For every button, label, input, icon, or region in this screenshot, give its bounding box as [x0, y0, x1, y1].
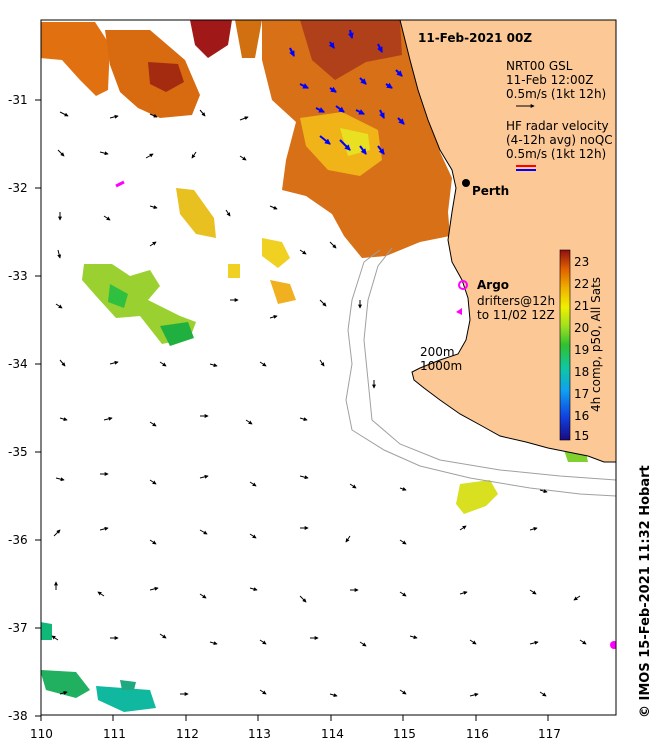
y-tick-label: -35: [8, 445, 28, 459]
map-title: 11-Feb-2021 00Z: [418, 31, 532, 45]
svg-text:18: 18: [574, 365, 589, 379]
x-tick-label: 113: [248, 727, 271, 741]
x-axis: [40, 715, 549, 721]
isobath-label-200m: 200m: [420, 345, 455, 359]
y-tick-label: -33: [8, 269, 28, 283]
argo-legend-label: Argo: [477, 278, 509, 292]
y-tick-label: -32: [8, 181, 28, 195]
hf-legend-line3: 0.5m/s (1kt 12h): [506, 147, 606, 161]
colorbar-ticks: 23 22 21 20 19 18 17 16 15: [574, 255, 589, 443]
y-tick-label: -31: [8, 93, 28, 107]
x-tick-label: 114: [321, 727, 344, 741]
argo-legend-line1: drifters@12h: [477, 294, 555, 308]
y-tick-label: -36: [8, 533, 28, 547]
argo-float-marker: [610, 641, 616, 649]
y-axis: [35, 99, 41, 717]
drifter-legend-icon: [456, 308, 462, 315]
svg-text:17: 17: [574, 387, 589, 401]
svg-text:19: 19: [574, 343, 589, 357]
svg-text:15: 15: [574, 429, 589, 443]
svg-text:23: 23: [574, 255, 589, 269]
isobath-label-1000m: 1000m: [420, 359, 462, 373]
y-tick-label: -38: [8, 709, 28, 723]
x-tick-label: 112: [176, 727, 199, 741]
svg-text:22: 22: [574, 277, 589, 291]
sst-colorbar: [559, 249, 571, 441]
hf-legend-line2: (4-12h avg) noQC: [506, 133, 613, 147]
x-tick-label: 116: [466, 727, 489, 741]
plot-frame: [40, 19, 617, 716]
credit-text: © IMOS 15-Feb-2021 11:32 Hobart: [638, 465, 653, 718]
argo-legend-icon: [458, 280, 468, 290]
hf-legend-line1: HF radar velocity: [506, 119, 609, 133]
sst-patches: [41, 20, 588, 712]
nrt-legend-line2: 11-Feb 12:00Z: [506, 73, 593, 87]
nrt-legend-line1: NRT00 GSL: [506, 59, 573, 73]
svg-text:21: 21: [574, 299, 589, 313]
x-tick-label: 115: [393, 727, 416, 741]
perth-marker: [462, 179, 470, 187]
x-tick-label: 111: [103, 727, 126, 741]
nrt-legend-line3: 0.5m/s (1kt 12h): [506, 87, 606, 101]
svg-text:20: 20: [574, 321, 589, 335]
nrt-current-arrows: [51, 109, 587, 698]
argo-legend-line2: to 11/02 12Z: [477, 308, 555, 322]
x-tick-label: 117: [538, 727, 561, 741]
hf-radar-arrows: [289, 29, 405, 155]
isobath-lines: [345, 247, 616, 497]
x-tick-label: 110: [30, 727, 53, 741]
city-label-perth: Perth: [472, 184, 509, 198]
argo-drifter-track: [115, 180, 125, 188]
y-tick-label: -37: [8, 621, 28, 635]
colorbar-label: 4h comp, p50, All Sats: [589, 277, 603, 412]
y-tick-label: -34: [8, 357, 28, 371]
svg-text:16: 16: [574, 409, 589, 423]
